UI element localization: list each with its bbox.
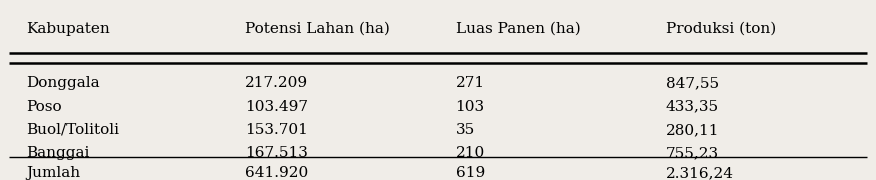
Text: Kabupaten: Kabupaten: [26, 22, 110, 36]
Text: Donggala: Donggala: [26, 76, 100, 90]
Text: 35: 35: [456, 123, 475, 137]
Text: 153.701: 153.701: [245, 123, 308, 137]
Text: 280,11: 280,11: [666, 123, 719, 137]
Text: 641.920: 641.920: [245, 166, 308, 180]
Text: 103: 103: [456, 100, 484, 114]
Text: 103.497: 103.497: [245, 100, 308, 114]
Text: Luas Panen (ha): Luas Panen (ha): [456, 22, 580, 36]
Text: Banggai: Banggai: [26, 146, 89, 160]
Text: 755,23: 755,23: [666, 146, 719, 160]
Text: 210: 210: [456, 146, 484, 160]
Text: 619: 619: [456, 166, 484, 180]
Text: Potensi Lahan (ha): Potensi Lahan (ha): [245, 22, 390, 36]
Text: 2.316,24: 2.316,24: [666, 166, 734, 180]
Text: Poso: Poso: [26, 100, 62, 114]
Text: Jumlah: Jumlah: [26, 166, 81, 180]
Text: 167.513: 167.513: [245, 146, 308, 160]
Text: 433,35: 433,35: [666, 100, 719, 114]
Text: Buol/Tolitoli: Buol/Tolitoli: [26, 123, 119, 137]
Text: 217.209: 217.209: [245, 76, 308, 90]
Text: 847,55: 847,55: [666, 76, 719, 90]
Text: 271: 271: [456, 76, 484, 90]
Text: Produksi (ton): Produksi (ton): [666, 22, 776, 36]
